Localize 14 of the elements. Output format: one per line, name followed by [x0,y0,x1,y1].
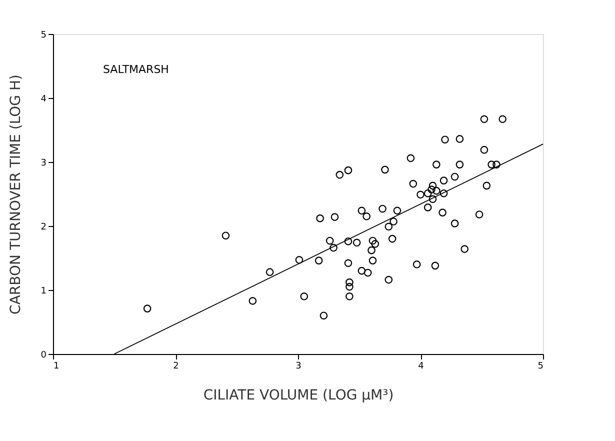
x-tick-label: 2 [173,362,179,372]
x-axis-title: CILIATE VOLUME (LOG µM³) [203,388,394,404]
x-tick-label: 5 [538,362,544,372]
y-tick-label: 2 [40,222,46,232]
x-tick-label: 1 [54,362,60,372]
y-tick-label: 3 [40,158,46,168]
x-tick-label: 4 [418,362,424,372]
y-axis-title: CARBON TURNOVER TIME (LOG H) [8,74,24,314]
y-tick-label: 1 [40,286,46,296]
x-tick-label: 3 [296,362,302,372]
annotation: SALTMARSH [103,63,169,76]
y-tick-label: 5 [40,30,46,40]
y-tick-label: 0 [40,350,47,360]
y-tick-label: 4 [40,94,47,104]
